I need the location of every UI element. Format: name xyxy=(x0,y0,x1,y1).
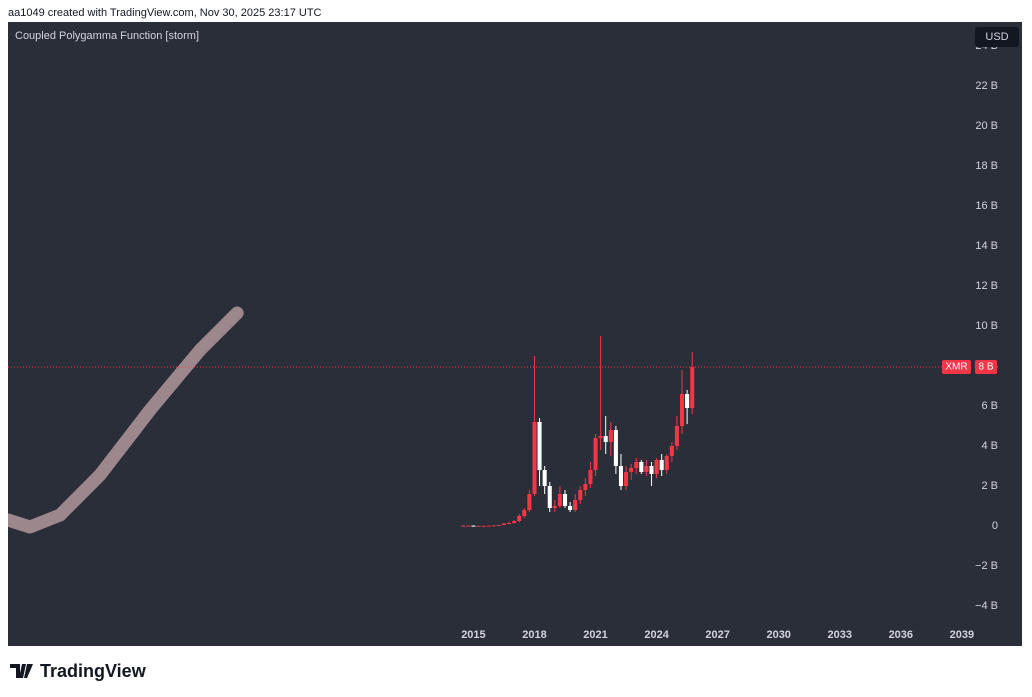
candle-body xyxy=(639,462,644,472)
candle-body xyxy=(669,446,674,456)
candle-body xyxy=(659,460,664,470)
candle-body xyxy=(496,525,501,526)
candle-body xyxy=(491,525,496,527)
candle-body xyxy=(634,462,639,468)
currency-badge[interactable] xyxy=(975,27,1019,47)
candle-body xyxy=(624,472,629,486)
plot-area xyxy=(8,306,970,534)
candle-body xyxy=(532,422,537,494)
x-tick-label: 2039 xyxy=(950,629,974,641)
symbol-badge xyxy=(942,360,971,374)
indicator-line xyxy=(8,306,244,534)
x-tick-label: 2018 xyxy=(522,629,546,641)
candle-body xyxy=(527,494,532,510)
candle-body xyxy=(507,523,512,524)
y-tick-label: 4 B xyxy=(981,440,998,452)
candle-body xyxy=(583,484,588,490)
candle-body xyxy=(588,470,593,484)
candle-body xyxy=(568,506,573,510)
y-tick-label: 10 B xyxy=(975,320,998,332)
y-tick-label: 2 B xyxy=(981,480,998,492)
candle-body xyxy=(466,525,471,527)
axes: −4 B −2 B 0 2 B 4 B 6 B 8 B 10 B 12 B 14 B 16 B 18 … xyxy=(461,40,998,641)
logo-icon xyxy=(10,664,33,678)
candle-body xyxy=(649,466,654,474)
x-tick-label: 2024 xyxy=(644,629,669,641)
currency[interactable]: USD xyxy=(985,31,1008,43)
symbol: XMR xyxy=(945,362,967,373)
y-tick-label: 6 B xyxy=(981,400,998,412)
y-tick-label: 16 B xyxy=(975,200,998,212)
x-tick-label: 2030 xyxy=(766,629,790,641)
candle-body xyxy=(644,466,649,472)
candle-body xyxy=(537,422,542,470)
indicator-title: Coupled Polygamma Function [storm] xyxy=(15,30,199,42)
candle-body xyxy=(573,500,578,510)
candle-body xyxy=(608,430,613,442)
y-tick-label: 0 xyxy=(992,520,998,532)
candle-body xyxy=(679,394,685,426)
candle-body xyxy=(562,494,568,506)
candle-body xyxy=(578,490,583,500)
last-price: 8 B xyxy=(978,362,993,373)
y-tick-label: 22 B xyxy=(975,80,998,92)
x-tick-label: 2033 xyxy=(828,629,852,641)
candle-body xyxy=(618,466,624,486)
candle-body xyxy=(593,438,598,470)
brand: TradingView xyxy=(40,661,147,681)
price-badge xyxy=(975,360,997,374)
y-tick-label: 14 B xyxy=(975,240,998,252)
candle-body xyxy=(542,470,547,486)
candle-body xyxy=(501,523,506,525)
candle-body xyxy=(547,486,552,508)
x-tick-label: 2021 xyxy=(583,629,607,641)
candle-body xyxy=(522,510,527,516)
candle-body xyxy=(517,516,522,521)
candle-body xyxy=(557,494,562,506)
y-tick-label: 20 B xyxy=(975,120,998,132)
candle-body xyxy=(674,426,679,446)
candle-body xyxy=(476,525,481,527)
candle-body xyxy=(690,367,695,408)
candle-body xyxy=(654,460,659,474)
candle-body xyxy=(685,394,690,408)
candle-body xyxy=(481,525,486,527)
chart-panel xyxy=(8,22,1022,646)
candle-body xyxy=(461,525,466,527)
y-tick-label: 12 B xyxy=(975,280,998,292)
candle-body xyxy=(552,506,557,508)
header: aa1049 created with TradingView.com, Nov… xyxy=(8,7,322,19)
x-tick-label: 2036 xyxy=(889,629,913,641)
candle-body xyxy=(471,525,476,527)
candle-body xyxy=(613,430,618,466)
candle-body xyxy=(486,525,491,527)
candle-body xyxy=(512,521,517,523)
x-tick-label: 2027 xyxy=(705,629,729,641)
candle-body xyxy=(629,468,634,472)
y-tick-label: 18 B xyxy=(975,160,998,172)
x-tick-label: 2015 xyxy=(461,629,485,641)
candle-body xyxy=(598,436,603,438)
y-tick-label: −4 B xyxy=(975,600,998,612)
y-tick-label: −2 B xyxy=(975,560,998,572)
candle-body xyxy=(664,456,669,470)
logo: TradingView xyxy=(10,661,147,681)
candle-body xyxy=(603,436,608,442)
